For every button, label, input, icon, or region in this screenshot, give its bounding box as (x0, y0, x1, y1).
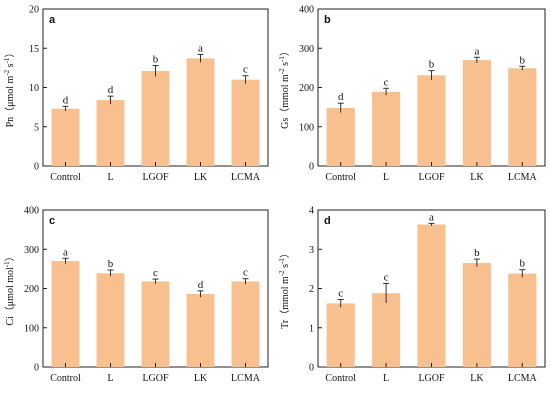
x-tick-label: LGOF (418, 373, 445, 384)
significance-letter: b (153, 54, 159, 66)
x-tick-label: LGOF (142, 373, 169, 384)
bar-lk (186, 58, 215, 166)
x-tick-label: LCMA (231, 172, 261, 183)
bar-lcma (508, 273, 537, 367)
x-tick-label: LCMA (231, 373, 261, 384)
x-tick-label: L (107, 373, 113, 384)
bar-lgof (417, 224, 446, 367)
x-tick-label: LK (470, 172, 484, 183)
bar-lk (462, 262, 491, 367)
significance-letter: b (474, 247, 480, 259)
bar-lgof (417, 75, 446, 166)
y-tick-label: 10 (29, 83, 39, 94)
panel-b: 0 100 200 300 400 Gs（mmol m-2 s-1） b d Control c L… (278, 5, 546, 183)
significance-letter: c (243, 267, 248, 279)
significance-letter: d (63, 94, 69, 106)
y-tick-label: 200 (299, 83, 314, 94)
significance-letter: d (108, 84, 114, 96)
y-tick-label: 400 (24, 206, 39, 217)
significance-letter: b (429, 59, 435, 71)
y-tick-label: 2 (309, 284, 314, 295)
significance-letter: a (429, 211, 434, 223)
significance-letter: a (198, 43, 203, 55)
significance-letter: a (474, 45, 479, 57)
panel-c: 0 100 200 300 400 Ci（μmol mol-1） c a Control b Lc L… (3, 206, 269, 384)
x-tick-label: LGOF (418, 172, 445, 183)
bar-lgof (141, 281, 170, 367)
bar-lk (462, 60, 491, 166)
y-tick-label: 400 (299, 5, 314, 16)
y-axis-label: Gs（mmol m-2 s-1） (278, 46, 291, 129)
panel-label: a (49, 14, 56, 26)
significance-letter: c (243, 64, 248, 76)
y-axis-label: Tr（mmol m-2 s-1） (278, 248, 291, 329)
y-tick-label: 0 (309, 363, 314, 374)
significance-letter: d (338, 91, 344, 103)
y-axis-label: Ci（μmol mol-1） (3, 251, 16, 325)
significance-letter: d (198, 279, 204, 291)
x-tick-label: LCMA (508, 373, 538, 384)
x-tick-label: LK (194, 373, 208, 384)
y-tick-label: 0 (309, 162, 314, 173)
bar-lcma (231, 281, 260, 367)
significance-letter: c (338, 287, 343, 299)
x-tick-label: LGOF (142, 172, 169, 183)
bar-l (96, 100, 125, 166)
bar-control (326, 303, 355, 367)
bar-l (96, 273, 125, 367)
x-tick-label: LK (194, 172, 208, 183)
x-tick-label: L (383, 172, 389, 183)
x-tick-label: LK (470, 373, 484, 384)
y-tick-label: 4 (309, 206, 314, 217)
x-tick-label: LCMA (508, 172, 538, 183)
significance-letter: c (384, 271, 389, 283)
x-tick-label: Control (325, 172, 356, 183)
x-tick-label: L (107, 172, 113, 183)
significance-letter: b (108, 258, 114, 270)
bar-l (372, 91, 401, 166)
x-tick-label: L (383, 373, 389, 384)
bar-l (372, 293, 401, 367)
y-axis-label: Pn（μmol m-2 s-1） (3, 48, 16, 128)
y-tick-label: 300 (299, 44, 314, 55)
panel-a: 0 5 10 15 20 Pn（μmol m-2 s-1） a d Control d Lb LGOF… (3, 5, 269, 183)
y-tick-label: 3 (309, 245, 314, 256)
panel-label: c (49, 215, 55, 227)
bar-lcma (508, 68, 537, 166)
panel-d: 0 1 2 3 4 Tr（mmol m-2 s-1） d c Control c La LGOF b LK… (278, 206, 546, 384)
y-tick-label: 1 (309, 323, 314, 334)
x-tick-label: Control (50, 172, 81, 183)
significance-letter: b (520, 258, 526, 270)
y-tick-label: 100 (24, 323, 39, 334)
bar-control (51, 261, 80, 367)
panel-label: d (324, 215, 331, 227)
significance-letter: b (520, 54, 526, 66)
y-tick-label: 0 (34, 162, 39, 173)
x-tick-label: Control (325, 373, 356, 384)
y-tick-label: 100 (299, 122, 314, 133)
significance-letter: a (63, 246, 68, 258)
y-tick-label: 300 (24, 245, 39, 256)
y-tick-label: 200 (24, 284, 39, 295)
bar-lgof (141, 71, 170, 166)
significance-letter: c (384, 76, 389, 88)
bar-control (51, 108, 80, 166)
panel-label: b (324, 14, 331, 26)
y-tick-label: 15 (29, 44, 39, 55)
significance-letter: c (153, 267, 158, 279)
y-tick-label: 0 (34, 363, 39, 374)
y-tick-label: 20 (29, 5, 39, 16)
bar-lcma (231, 79, 260, 166)
bar-lk (186, 293, 215, 367)
x-tick-label: Control (50, 373, 81, 384)
y-tick-label: 5 (34, 122, 39, 133)
bar-control (326, 107, 355, 166)
